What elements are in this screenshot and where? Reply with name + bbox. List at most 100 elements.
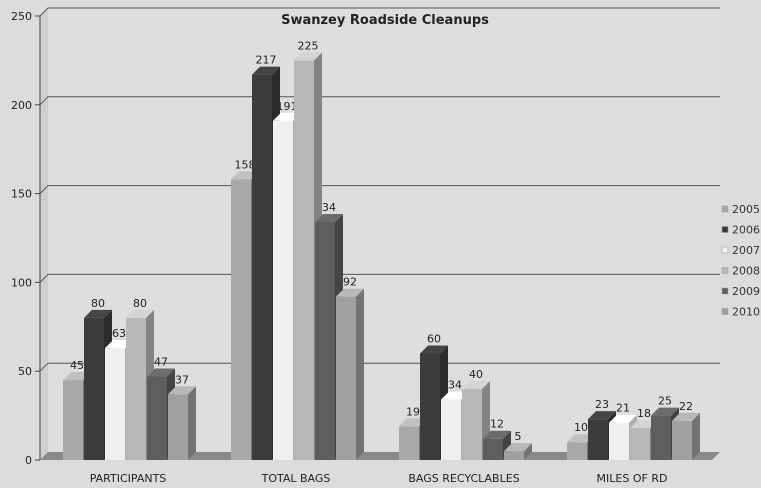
bar-face <box>231 179 251 460</box>
y-tick-label: 200 <box>11 99 32 112</box>
data-label: 19 <box>406 405 420 418</box>
data-label: 34 <box>448 379 462 392</box>
bar <box>504 443 532 460</box>
gridline <box>39 7 720 17</box>
bar-top <box>483 430 511 439</box>
data-label: 18 <box>637 407 651 420</box>
data-label: 12 <box>490 418 504 431</box>
gridline <box>39 96 720 106</box>
legend-label: 2010 <box>732 306 760 319</box>
bar-face <box>567 442 587 460</box>
plot-side-wall <box>40 8 48 460</box>
plot-floor <box>40 452 720 460</box>
data-label: 92 <box>343 276 357 289</box>
bar-top <box>126 309 154 318</box>
legend-label: 2006 <box>732 224 760 237</box>
bar-side <box>692 412 700 460</box>
data-label: 10 <box>574 421 588 434</box>
bar-face <box>609 422 629 460</box>
data-label: 191 <box>277 100 298 113</box>
legend-label: 2007 <box>732 244 760 257</box>
bar-top <box>651 407 679 416</box>
bar-top <box>609 414 637 423</box>
bar-face <box>252 74 272 460</box>
bar-face <box>315 222 335 460</box>
bar-top <box>588 411 616 420</box>
bar-face <box>399 426 419 460</box>
data-label: 158 <box>235 158 256 171</box>
data-label: 22 <box>679 400 693 413</box>
bar-face <box>504 451 524 460</box>
bar-top <box>315 214 343 223</box>
y-tick-label: 150 <box>11 188 32 201</box>
bar-face <box>147 376 167 460</box>
data-label: 25 <box>658 395 672 408</box>
legend-label: 2005 <box>732 203 760 216</box>
data-label: 21 <box>616 402 630 415</box>
category-label: TOTAL BAGS <box>261 472 331 485</box>
y-tick-label: 100 <box>11 276 32 289</box>
legend-swatch <box>721 205 729 213</box>
bar-face <box>672 420 692 460</box>
bar-top <box>462 380 490 389</box>
bar-face <box>420 353 440 460</box>
bar-top <box>294 52 322 61</box>
bar <box>672 412 700 460</box>
data-label: 80 <box>91 297 105 310</box>
category-label: PARTICIPANTS <box>90 472 167 485</box>
data-label: 60 <box>427 332 441 345</box>
bar-top <box>504 443 532 452</box>
data-label: 40 <box>469 368 483 381</box>
bar <box>168 386 196 460</box>
bar-face <box>63 380 83 460</box>
bar-top <box>420 345 448 354</box>
gridline <box>39 273 720 283</box>
bar-face <box>651 415 671 460</box>
bar-top <box>252 66 280 75</box>
bar-face <box>630 428 650 460</box>
data-label: 5 <box>515 430 522 443</box>
bar <box>336 288 364 460</box>
plot-back-wall <box>48 8 720 452</box>
legend-swatch <box>721 267 729 274</box>
legend-label: 2008 <box>732 265 760 278</box>
bar-face <box>483 438 503 460</box>
data-label: 23 <box>595 398 609 411</box>
bar-top <box>84 309 112 318</box>
data-label: 217 <box>256 54 277 67</box>
bar-face <box>336 296 356 460</box>
legend-swatch <box>721 308 729 315</box>
category-label: MILES OF RD <box>597 472 668 485</box>
legend-swatch <box>721 226 729 233</box>
bar-side <box>356 288 364 460</box>
bar-face <box>126 317 146 460</box>
legend-swatch <box>721 246 729 254</box>
gridline <box>39 185 720 194</box>
data-label: 80 <box>133 297 147 310</box>
bar-side <box>188 386 196 460</box>
data-label: 47 <box>154 356 168 369</box>
y-tick-label: 250 <box>11 10 32 23</box>
bar-face <box>84 317 104 460</box>
bar-face <box>462 388 482 460</box>
bar-top <box>672 412 700 421</box>
bar-face <box>105 348 125 460</box>
data-label: 37 <box>175 373 189 386</box>
legend-label: 2009 <box>732 285 760 298</box>
chart-title: Swanzey Roadside Cleanups <box>281 13 489 28</box>
category-label: BAGS RECYCLABLES <box>408 472 519 485</box>
gridline <box>39 362 720 372</box>
y-tick-label: 0 <box>25 454 32 467</box>
data-label: 63 <box>112 327 126 340</box>
bar-side <box>524 443 532 460</box>
bar-top <box>336 288 364 297</box>
data-label: 225 <box>298 39 319 52</box>
bar-top <box>168 386 196 395</box>
bar-face <box>168 394 188 460</box>
bar-face <box>588 419 608 460</box>
legend-swatch <box>721 287 729 295</box>
bar-top <box>147 368 175 377</box>
bar-face <box>273 120 293 460</box>
